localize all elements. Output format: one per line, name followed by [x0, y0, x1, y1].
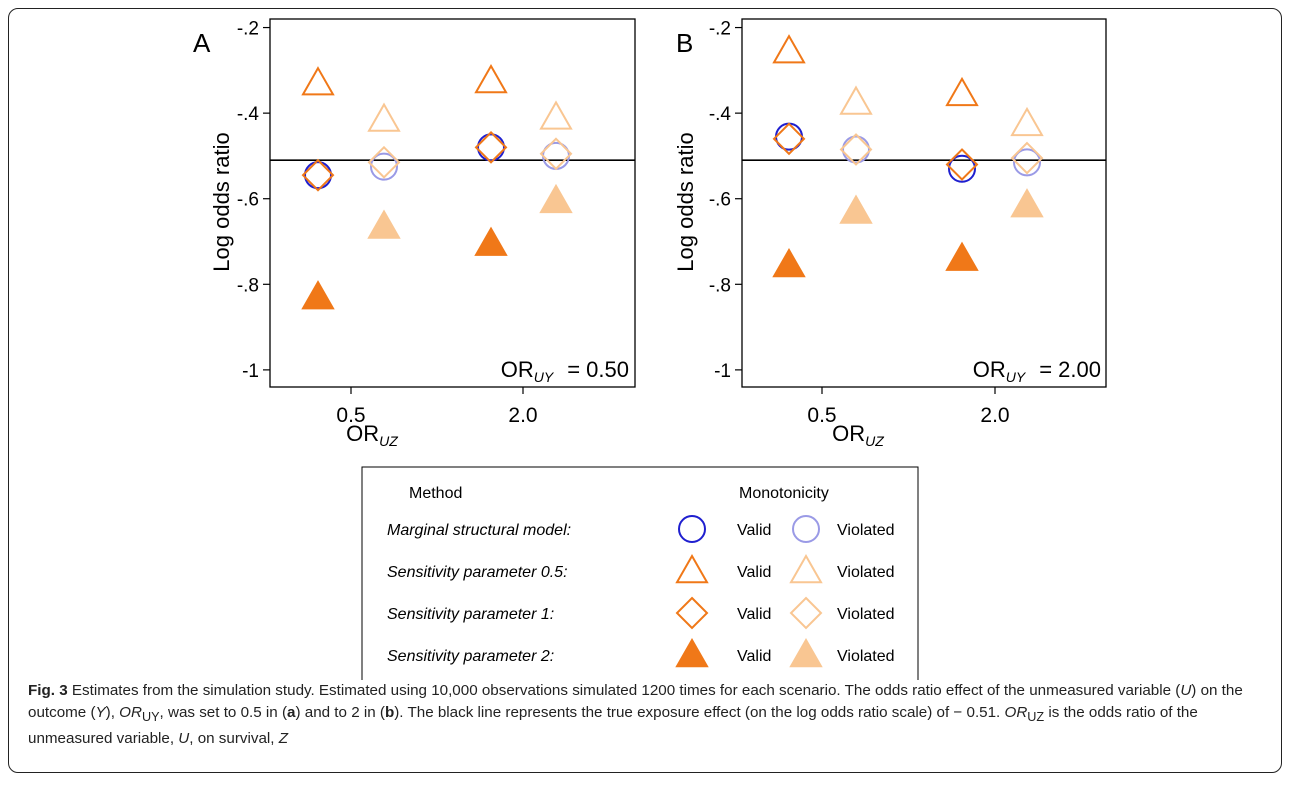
marker-sens-0-5-violated	[1010, 106, 1044, 137]
legend-label-sens-1: Sensitivity parameter 1:	[387, 606, 554, 623]
legend-marker-violated-diamond	[789, 596, 823, 630]
y-tick-label: -.8	[237, 275, 259, 296]
marker-sens-1-valid	[945, 148, 979, 181]
legend-marker-violated-triangle-filled	[789, 637, 823, 668]
legend-marker-valid-diamond	[675, 596, 709, 630]
legend-label-sens-0-5: Sensitivity parameter 0.5:	[387, 564, 568, 581]
legend-violated-sens-2: Violated	[837, 648, 895, 665]
x-tick-label: 0.5	[336, 404, 365, 427]
marker-sens-0-5-violated	[839, 85, 873, 115]
x-tick-label: 0.5	[807, 404, 836, 427]
marker-sens-1-violated	[1010, 141, 1044, 175]
legend-violated-msm: Violated	[837, 522, 895, 539]
marker-sens-2-valid	[945, 241, 979, 271]
legend-valid-sens-0-5: Valid	[737, 564, 771, 581]
data-marks-a	[301, 64, 573, 310]
panel-letter-b: B	[676, 28, 693, 58]
marker-sens-1-valid	[301, 158, 335, 192]
legend-marker-violated-triangle-open	[789, 553, 823, 584]
legend-monotonicity-header: Monotonicity	[739, 485, 829, 502]
marker-msm-violated	[1013, 148, 1041, 177]
x-ticks-a: 0.5 2.0	[336, 387, 538, 427]
figure-frame	[8, 8, 1282, 773]
x-tick-label: 2.0	[980, 404, 1009, 427]
legend-valid-sens-2: Valid	[737, 648, 771, 665]
y-tick-label: -.8	[709, 275, 731, 296]
legend-marker-valid-triangle-filled	[675, 637, 709, 668]
marker-sens-1-violated	[539, 137, 573, 171]
marker-sens-1-violated	[367, 145, 401, 179]
caption-figure-label: Fig. 3	[28, 682, 68, 699]
legend-valid-msm: Valid	[737, 522, 771, 539]
y-tick-label: -.2	[709, 19, 731, 40]
x-axis-label-b: ORUZ	[832, 421, 884, 449]
legend-violated-sens-0-5: Violated	[837, 564, 895, 581]
x-tick-label: 2.0	[508, 404, 537, 427]
legend-marker-valid-triangle-open	[675, 553, 709, 584]
marker-sens-2-violated	[367, 209, 401, 239]
marker-sens-2-violated	[539, 183, 573, 214]
y-tick-label: -.2	[237, 19, 259, 40]
legend-label-sens-2: Sensitivity parameter 2:	[387, 648, 554, 665]
marker-msm-violated	[842, 135, 870, 164]
figure-canvas: A Log odds ratio -.2 -.4 -.6 -.8 -1 0.5 2.0 O…	[193, 18, 1107, 680]
or-uy-annotation-b: ORUY = 2.00	[973, 357, 1101, 385]
y-tick-label: -1	[242, 361, 259, 382]
marker-sens-2-violated	[1010, 188, 1044, 218]
marker-sens-1-valid	[772, 122, 806, 156]
panel-letter-a: A	[193, 28, 211, 58]
legend: Method Monotonicity Marginal structural …	[361, 466, 919, 680]
y-tick-label: -.6	[709, 190, 731, 211]
marker-sens-2-valid	[772, 248, 806, 278]
marker-sens-0-5-violated	[367, 102, 401, 132]
y-tick-label: -.4	[709, 104, 732, 125]
legend-markers	[675, 515, 823, 668]
marker-sens-2-valid	[474, 226, 508, 256]
marker-msm-valid	[304, 161, 332, 190]
legend-method-header: Method	[409, 485, 462, 502]
marker-sens-0-5-valid	[474, 64, 508, 94]
y-ticks-a: -.2 -.4 -.6 -.8 -1	[237, 19, 270, 382]
legend-marker-valid-circle	[678, 515, 706, 543]
y-tick-label: -.6	[237, 190, 259, 211]
y-tick-label: -1	[714, 361, 731, 382]
marker-sens-0-5-valid	[945, 76, 979, 107]
x-axis-label-a: ORUZ	[346, 421, 398, 449]
data-marks-b	[772, 34, 1044, 278]
marker-sens-0-5-valid	[301, 66, 335, 96]
legend-label-msm: Marginal structural model:	[387, 522, 571, 539]
plot-area-b	[741, 18, 1107, 388]
marker-msm-valid	[948, 154, 976, 183]
y-axis-label-a: Log odds ratio	[209, 132, 234, 271]
marker-sens-1-violated	[839, 133, 873, 166]
plot-area-a	[269, 18, 636, 388]
y-axis-label-b: Log odds ratio	[673, 132, 698, 271]
y-tick-label: -.4	[237, 104, 260, 125]
legend-marker-violated-circle	[792, 515, 820, 543]
marker-sens-2-valid	[301, 280, 335, 310]
legend-box	[361, 466, 919, 680]
y-ticks-b: -.2 -.4 -.6 -.8 -1	[709, 19, 742, 382]
marker-msm-valid	[477, 133, 505, 162]
figure-caption: Fig. 3 Estimates from the simulation stu…	[28, 682, 1243, 748]
panel-a: A Log odds ratio -.2 -.4 -.6 -.8 -1 0.5 2.0 O…	[193, 18, 636, 449]
marker-sens-1-valid	[474, 130, 508, 164]
marker-sens-0-5-valid	[772, 34, 806, 64]
x-ticks-b: 0.5 2.0	[807, 387, 1010, 427]
marker-msm-violated	[370, 152, 398, 181]
legend-valid-sens-1: Valid	[737, 606, 771, 623]
panel-b: B Log odds ratio -.2 -.4 -.6 -.8 -1 0.5 2.0 O…	[673, 18, 1107, 449]
or-uy-annotation-a: ORUY = 0.50	[501, 357, 629, 385]
marker-sens-0-5-violated	[539, 100, 573, 130]
legend-violated-sens-1: Violated	[837, 606, 895, 623]
marker-sens-2-violated	[839, 194, 873, 224]
